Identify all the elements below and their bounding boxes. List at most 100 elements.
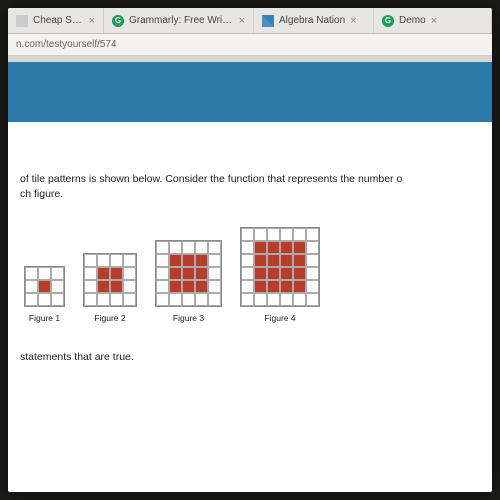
- tile-cell: [123, 293, 136, 306]
- tile-cell: [280, 228, 293, 241]
- tile-cell: [208, 280, 221, 293]
- tile-cell: [280, 241, 293, 254]
- tile-cell: [182, 241, 195, 254]
- tile-cell: [156, 267, 169, 280]
- tile-cell: [267, 241, 280, 254]
- tile-figure: Figure 1: [24, 266, 65, 323]
- grammarly-icon: G: [382, 15, 394, 27]
- browser-tab[interactable]: G Demo ×: [374, 8, 492, 33]
- tile-cell: [84, 267, 97, 280]
- tile-cell: [254, 254, 267, 267]
- question-line-2: ch figure.: [20, 188, 63, 200]
- tile-cell: [241, 267, 254, 280]
- tile-cell: [241, 293, 254, 306]
- close-icon[interactable]: ×: [239, 15, 245, 27]
- tile-cell: [195, 267, 208, 280]
- tile-cell: [169, 280, 182, 293]
- tile-cell: [110, 267, 123, 280]
- browser-tab[interactable]: GGrammarly: Free Writing×: [104, 8, 254, 33]
- tile-cell: [267, 293, 280, 306]
- tile-cell: [169, 241, 182, 254]
- tile-cell: [97, 280, 110, 293]
- tab-title: Demo: [399, 15, 426, 26]
- tile-cell: [195, 293, 208, 306]
- tile-cell: [306, 293, 319, 306]
- tile-cell: [306, 254, 319, 267]
- answer-prompt: statements that are true.: [20, 351, 480, 363]
- tile-cell: [293, 254, 306, 267]
- tile-grid: [240, 227, 320, 307]
- tile-cell: [254, 241, 267, 254]
- tile-cell: [254, 280, 267, 293]
- tile-cell: [306, 267, 319, 280]
- tile-cell: [254, 228, 267, 241]
- figure-label: Figure 4: [264, 313, 295, 323]
- tile-cell: [156, 280, 169, 293]
- tile-cell: [241, 241, 254, 254]
- tile-cell: [25, 267, 38, 280]
- tab-title: Grammarly: Free Writing: [129, 15, 234, 26]
- tile-cell: [97, 254, 110, 267]
- tile-cell: [25, 293, 38, 306]
- tile-cell: [38, 280, 51, 293]
- figure-label: Figure 3: [173, 313, 204, 323]
- tile-cell: [306, 280, 319, 293]
- tab-title: Algebra Nation: [279, 15, 345, 26]
- tile-cell: [51, 267, 64, 280]
- figure-label: Figure 1: [29, 313, 60, 323]
- tile-grid: [24, 266, 65, 307]
- tile-cell: [293, 228, 306, 241]
- generic-icon: [16, 15, 28, 27]
- tile-figure: Figure 4: [240, 227, 320, 323]
- tile-cell: [38, 293, 51, 306]
- tile-cell: [123, 280, 136, 293]
- tile-figure: Figure 3: [155, 240, 222, 323]
- question-line-1: of tile patterns is shown below. Conside…: [20, 173, 402, 185]
- tile-cell: [208, 254, 221, 267]
- tile-cell: [293, 241, 306, 254]
- tile-cell: [38, 267, 51, 280]
- tab-strip: Cheap Squishi×GGrammarly: Free Writing×A…: [8, 8, 492, 34]
- close-icon[interactable]: ×: [350, 15, 356, 27]
- tile-cell: [156, 293, 169, 306]
- tile-cell: [182, 254, 195, 267]
- tile-cell: [156, 241, 169, 254]
- tile-cell: [110, 280, 123, 293]
- tile-cell: [195, 280, 208, 293]
- tile-cell: [51, 293, 64, 306]
- tile-cell: [208, 293, 221, 306]
- browser-tab[interactable]: Algebra Nation ×: [254, 8, 374, 33]
- tile-cell: [51, 280, 64, 293]
- page-banner: [8, 62, 492, 122]
- tile-cell: [25, 280, 38, 293]
- tile-cell: [241, 254, 254, 267]
- tile-cell: [293, 280, 306, 293]
- tile-cell: [267, 267, 280, 280]
- tile-cell: [241, 280, 254, 293]
- close-icon[interactable]: ×: [89, 15, 95, 27]
- tile-cell: [169, 254, 182, 267]
- tile-cell: [123, 267, 136, 280]
- tile-cell: [182, 280, 195, 293]
- close-icon[interactable]: ×: [431, 15, 437, 27]
- tile-cell: [254, 293, 267, 306]
- tile-cell: [156, 254, 169, 267]
- tile-cell: [254, 267, 267, 280]
- tile-grid: [83, 253, 137, 307]
- tile-cell: [306, 228, 319, 241]
- tile-cell: [293, 293, 306, 306]
- tile-cell: [241, 228, 254, 241]
- browser-tab[interactable]: Cheap Squishi×: [8, 8, 104, 33]
- tile-cell: [280, 293, 293, 306]
- tile-cell: [280, 254, 293, 267]
- tile-cell: [280, 267, 293, 280]
- flag-icon: [262, 15, 274, 27]
- tile-cell: [169, 267, 182, 280]
- tile-cell: [293, 267, 306, 280]
- url-bar[interactable]: n.com/testyourself/574: [8, 34, 492, 56]
- tile-cell: [267, 280, 280, 293]
- tile-cell: [208, 267, 221, 280]
- tile-cell: [182, 267, 195, 280]
- tile-cell: [306, 241, 319, 254]
- url-text: n.com/testyourself/574: [16, 39, 117, 50]
